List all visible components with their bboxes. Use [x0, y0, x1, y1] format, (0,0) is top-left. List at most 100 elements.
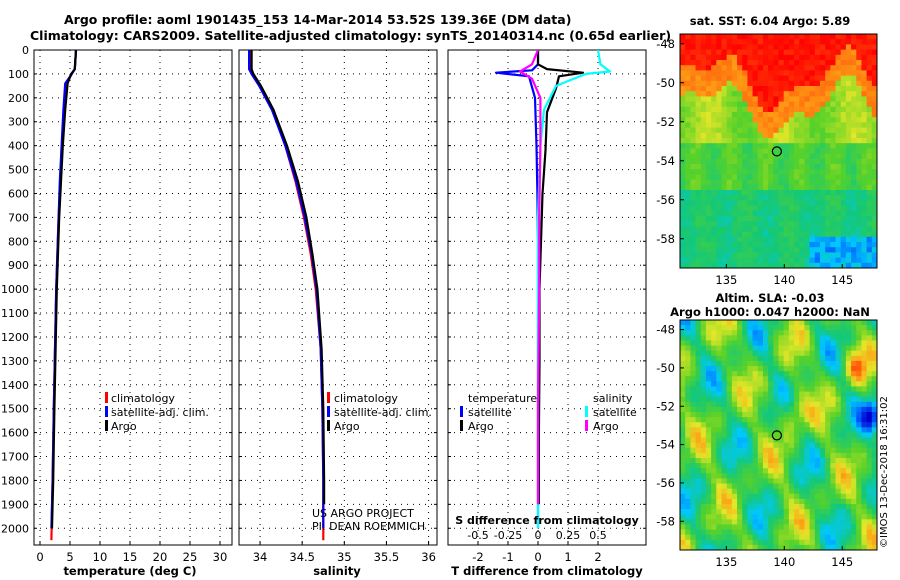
- map-cell: [700, 360, 707, 367]
- map-cell: [680, 210, 686, 217]
- map-cell: [711, 417, 717, 423]
- map-cell: [695, 509, 702, 515]
- map-cell: [700, 330, 707, 336]
- map-cell: [762, 493, 769, 500]
- map-cell: [788, 148, 795, 155]
- map-cell: [856, 335, 863, 342]
- map-cell: [757, 262, 764, 268]
- map-cell: [799, 493, 806, 500]
- legend-argo-label: Argo: [334, 420, 360, 433]
- map-cell: [752, 54, 759, 61]
- map-cell: [685, 350, 691, 357]
- map-cell: [845, 242, 852, 248]
- map-cell: [819, 452, 826, 459]
- map-cell: [737, 257, 743, 264]
- map-cell: [685, 80, 691, 87]
- map-cell: [851, 422, 857, 428]
- map-cell: [788, 86, 795, 92]
- map-cell: [861, 509, 868, 515]
- map-cell: [856, 504, 863, 510]
- map-x-tick-label: 140: [773, 273, 795, 287]
- temperature-legend: climatology satellite-adj. clim. Argo: [105, 392, 209, 433]
- map-cell: [788, 458, 795, 464]
- map-cell: [721, 205, 728, 212]
- map-cell: [726, 422, 733, 428]
- map-cell: [866, 529, 873, 536]
- map-cell: [716, 117, 723, 123]
- map-cell: [685, 221, 691, 227]
- legend-clim-label: climatology: [334, 392, 398, 405]
- map-cell: [788, 320, 795, 326]
- map-cell: [788, 231, 795, 238]
- map-cell: [705, 112, 712, 118]
- map-cell: [861, 376, 868, 382]
- map-cell: [814, 34, 821, 40]
- map-cell: [773, 355, 780, 362]
- map-cell: [737, 458, 743, 464]
- map-cell: [851, 488, 857, 495]
- map-cell: [768, 179, 774, 186]
- map-cell: [690, 524, 697, 531]
- map-cell: [716, 391, 723, 398]
- map-cell: [762, 247, 769, 253]
- map-cell: [778, 54, 785, 61]
- map-cell: [783, 386, 790, 393]
- map-cell: [819, 226, 826, 233]
- map-cell: [711, 247, 717, 253]
- map-cell: [742, 75, 748, 82]
- map-cell: [680, 143, 686, 149]
- map-cell: [856, 452, 863, 459]
- map-cell: [747, 242, 754, 248]
- map-cell: [851, 231, 857, 238]
- x-tick-label: -2: [472, 550, 483, 564]
- map-cell: [866, 96, 873, 103]
- map-cell: [711, 386, 717, 393]
- map-cell: [871, 335, 877, 342]
- map-cell: [685, 544, 691, 550]
- map-cell: [845, 447, 852, 454]
- map-cell: [768, 112, 774, 118]
- map-cell: [726, 106, 733, 113]
- map-cell: [835, 493, 842, 500]
- map-cell: [716, 509, 723, 515]
- map-cell: [731, 463, 738, 469]
- map-cell: [768, 91, 774, 97]
- map-cell: [752, 432, 759, 439]
- map-cell: [731, 252, 738, 259]
- map-cell: [700, 262, 707, 268]
- map-cell: [794, 539, 800, 546]
- map-cell: [747, 247, 754, 253]
- map-cell: [866, 262, 873, 268]
- map-cell: [819, 122, 826, 129]
- map-cell: [794, 504, 800, 510]
- map-cell: [871, 417, 877, 423]
- map-cell: [788, 49, 795, 56]
- map-cell: [695, 366, 702, 372]
- map-cell: [866, 412, 873, 418]
- map-y-tick-label: -50: [656, 361, 675, 375]
- map-cell: [685, 190, 691, 196]
- map-cell: [819, 44, 826, 51]
- map-cell: [716, 498, 723, 505]
- map-cell: [783, 80, 790, 87]
- map-cell: [762, 458, 769, 464]
- map-cell: [809, 44, 816, 51]
- map-cell: [794, 153, 800, 160]
- map-cell: [695, 442, 702, 449]
- map-cell: [705, 340, 712, 347]
- map-cell: [726, 468, 733, 474]
- map-cell: [716, 49, 723, 56]
- map-cell: [685, 148, 691, 155]
- map-cell: [845, 539, 852, 546]
- map-cell: [731, 529, 738, 536]
- map-cell: [721, 468, 728, 474]
- map-y-tick-label: -50: [656, 76, 675, 90]
- map-cell: [825, 483, 831, 490]
- map-cell: [799, 381, 806, 388]
- map-cell: [768, 242, 774, 248]
- map-cell: [747, 345, 754, 352]
- map-cell: [768, 478, 774, 485]
- map-cell: [871, 117, 877, 123]
- map-cell: [861, 96, 868, 103]
- map-cell: [799, 391, 806, 398]
